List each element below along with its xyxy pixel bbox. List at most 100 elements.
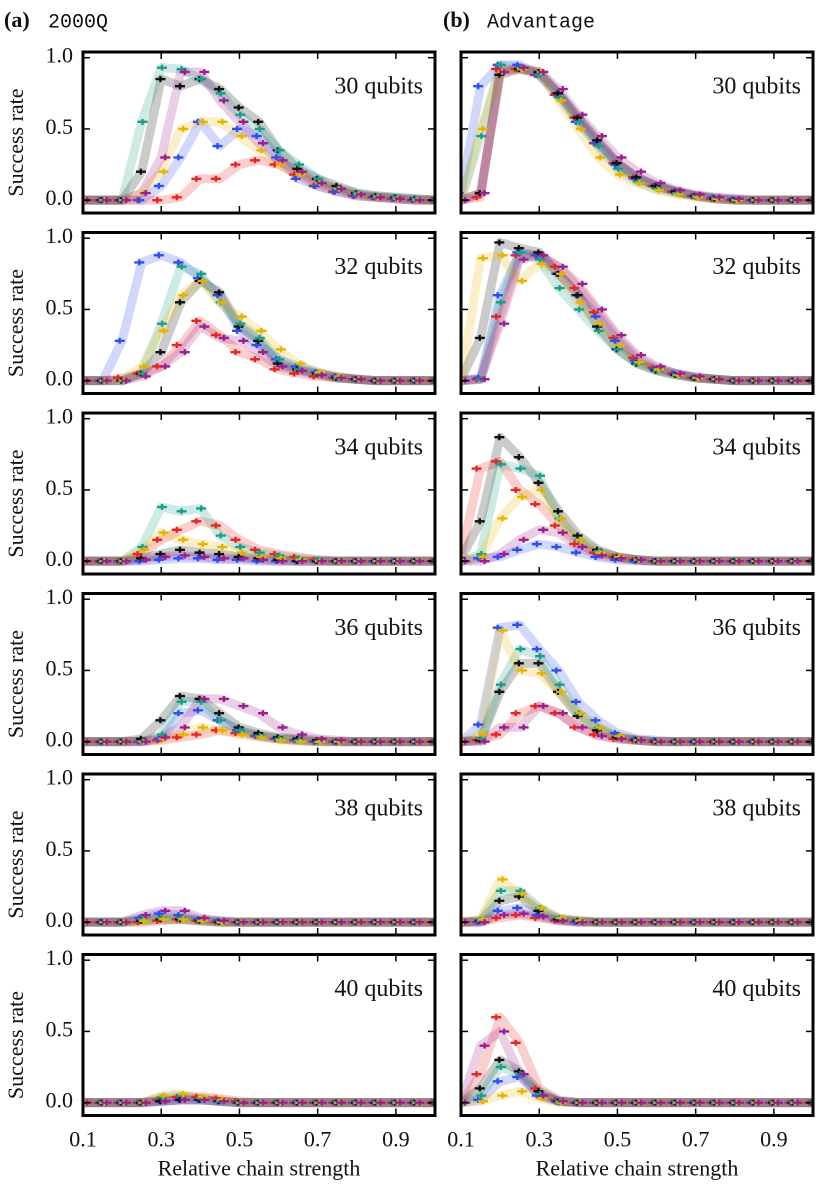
- data-point: [772, 197, 783, 204]
- y-tick-label: 0.5: [46, 836, 74, 861]
- data-point: [121, 919, 132, 926]
- data-point: [355, 1099, 366, 1106]
- data-point: [631, 174, 642, 181]
- data-point: [355, 376, 366, 383]
- data-point: [134, 197, 145, 204]
- y-tick-label: 1.0: [46, 43, 74, 68]
- data-point: [192, 707, 203, 714]
- data-point: [179, 724, 190, 731]
- data-point: [171, 526, 182, 533]
- data-point: [492, 292, 503, 299]
- data-point: [218, 97, 229, 104]
- data-point: [517, 890, 528, 897]
- y-tick-label: 0.5: [46, 294, 74, 319]
- data-point: [552, 90, 563, 97]
- data-point: [173, 154, 184, 161]
- plot-frame: [459, 592, 815, 756]
- data-point: [477, 1098, 488, 1105]
- data-point: [673, 191, 684, 198]
- data-point: [733, 195, 744, 202]
- data-point: [491, 914, 502, 921]
- plot-frame: [459, 953, 815, 1117]
- data-point: [235, 320, 246, 327]
- data-point: [510, 486, 521, 493]
- data-point: [250, 157, 260, 164]
- data-point: [590, 717, 601, 724]
- data-point: [733, 1099, 744, 1106]
- data-point: [132, 551, 143, 558]
- data-point: [533, 479, 544, 486]
- y-axis-label: Success rate: [3, 630, 28, 738]
- x-tick-label: 0.7: [682, 1127, 710, 1152]
- y-tick-label: 0.0: [46, 907, 74, 932]
- data-point: [336, 185, 347, 192]
- data-point: [792, 558, 803, 565]
- data-point: [577, 919, 588, 926]
- data-point: [274, 147, 285, 154]
- annotation: 40 qubits: [334, 976, 423, 1002]
- data-point: [792, 377, 803, 384]
- data-point: [236, 133, 247, 140]
- data-point: [258, 710, 268, 717]
- data-point: [792, 197, 803, 204]
- data-point: [199, 68, 210, 75]
- y-tick-label: 1.0: [46, 404, 74, 429]
- data-point: [753, 197, 764, 204]
- data-point: [492, 907, 503, 914]
- data-point: [533, 660, 544, 667]
- data-point: [254, 334, 265, 341]
- data-point: [394, 558, 405, 565]
- data-point: [595, 724, 606, 731]
- data-point: [476, 133, 487, 140]
- x-axis-label: Relative chain strength: [536, 1156, 739, 1181]
- data-point: [772, 738, 783, 745]
- panel-name: Advantage: [487, 11, 595, 34]
- data-point: [199, 553, 210, 560]
- data-point: [140, 1099, 151, 1106]
- data-point: [497, 1092, 508, 1099]
- data-point: [158, 529, 169, 536]
- y-tick-label: 0.0: [46, 1088, 74, 1113]
- data-point: [675, 1099, 686, 1106]
- annotation: 32 qubits: [334, 254, 423, 280]
- data-point: [554, 681, 565, 688]
- data-point: [572, 292, 583, 299]
- data-point: [694, 1099, 705, 1106]
- data-point: [214, 710, 225, 717]
- data-point: [495, 1064, 506, 1071]
- data-point: [471, 1071, 482, 1078]
- x-tick-label: 0.1: [447, 1127, 475, 1152]
- data-point: [655, 558, 666, 565]
- data-point: [214, 86, 225, 93]
- data-point: [277, 919, 288, 926]
- data-point: [494, 239, 505, 246]
- y-tick-label: 1.0: [46, 223, 74, 248]
- data-point: [753, 919, 764, 926]
- data-point: [694, 558, 705, 565]
- data-point: [215, 90, 226, 97]
- data-point: [655, 363, 666, 370]
- data-point: [499, 724, 510, 731]
- data-point: [556, 270, 567, 277]
- data-point: [178, 731, 189, 738]
- data-point: [230, 536, 241, 543]
- data-point: [614, 342, 625, 349]
- data-point: [152, 197, 163, 204]
- x-tick-label: 0.1: [69, 1127, 97, 1152]
- data-point: [575, 125, 586, 132]
- data-point: [153, 556, 164, 563]
- data-point: [495, 887, 506, 894]
- data-point: [549, 522, 560, 529]
- data-point: [140, 373, 151, 380]
- data-point: [593, 327, 604, 334]
- data-point: [497, 515, 508, 522]
- data-point: [157, 64, 168, 71]
- data-point: [556, 515, 567, 522]
- data-point: [477, 125, 488, 132]
- data-point: [556, 688, 567, 695]
- data-point: [616, 735, 627, 742]
- y-tick-label: 0.0: [46, 366, 74, 391]
- data-point: [530, 501, 541, 508]
- data-point: [557, 263, 568, 270]
- data-point: [535, 653, 546, 660]
